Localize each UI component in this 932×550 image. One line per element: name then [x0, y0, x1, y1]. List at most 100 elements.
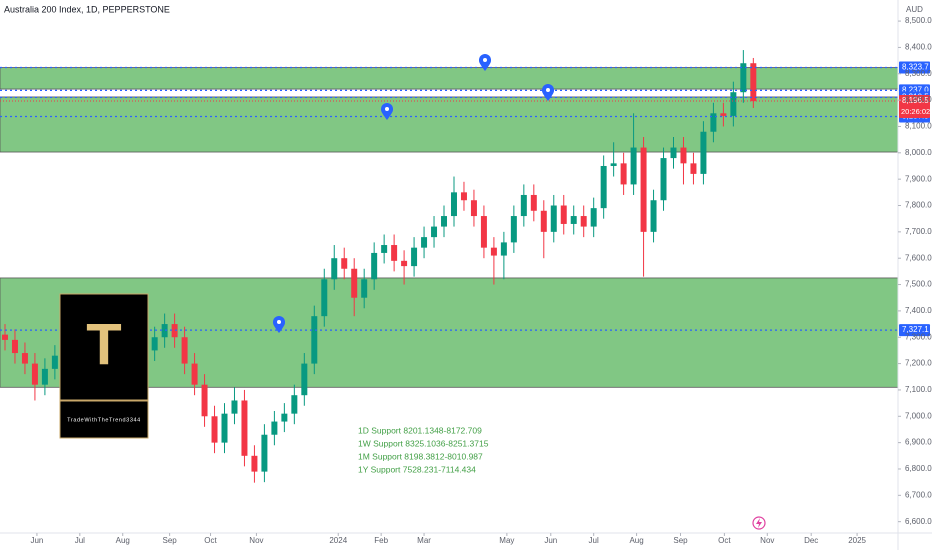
y-tick-label: 7,100.0 — [905, 385, 932, 394]
axes: 8,500.0 8,400.0 8,300.0 8,200.0 8,100.0 8,000… — [30, 16, 932, 545]
annotation: 1Y Support 7528.231-7114.434 — [358, 464, 476, 474]
support-zone — [0, 67, 899, 90]
x-tick-label: 2025 — [848, 536, 866, 545]
candle-body — [560, 205, 567, 224]
candle-body — [11, 339, 18, 354]
candle-body — [670, 147, 677, 159]
candle-body — [600, 165, 607, 209]
event-bolt — [756, 518, 762, 528]
candle-body — [221, 413, 228, 443]
candle-body — [640, 147, 647, 232]
level-label: 8,237.0 — [902, 85, 929, 94]
pin-dot — [483, 58, 487, 62]
y-tick-label: 7,200.0 — [905, 359, 932, 368]
x-tick-label: Feb — [374, 536, 388, 545]
level-label-bg — [899, 61, 930, 74]
candle-body — [510, 216, 517, 243]
x-tick-label: Sep — [163, 536, 178, 545]
x-tick-label: Sep — [673, 536, 688, 545]
logo-handle: TradeWithTheTrend3344 — [67, 417, 141, 423]
candle-body — [341, 258, 348, 269]
candle-body — [241, 400, 248, 456]
event-icon[interactable] — [752, 516, 766, 530]
x-tick-label: Oct — [718, 536, 731, 545]
chart-title: Australia 200 Index, 1D, PEPPERSTONE — [4, 4, 170, 14]
candle-body — [251, 455, 258, 472]
candle-body — [490, 247, 497, 256]
candle-body — [421, 237, 428, 248]
candle-body — [431, 226, 438, 238]
candle-body — [740, 63, 747, 93]
candle-body — [411, 247, 418, 267]
level-label-bg — [899, 324, 930, 337]
current-price-label: 8,196.5 — [902, 96, 929, 105]
annotation: 1D Support 8201.1348-8172.709 — [358, 425, 482, 435]
pin-dot — [546, 88, 550, 92]
pin[interactable] — [273, 316, 285, 333]
y-tick-label: 7,700.0 — [905, 227, 932, 236]
candle-body — [580, 216, 587, 227]
candle-body — [201, 384, 208, 417]
logo-strip — [59, 400, 149, 439]
x-tick-label: Jul — [75, 536, 85, 545]
x-tick-label: Jun — [544, 536, 557, 545]
candle-body — [311, 316, 318, 364]
candle-body — [450, 192, 457, 217]
candle-body — [351, 268, 358, 298]
y-tick-label: 6,900.0 — [905, 438, 932, 447]
pin[interactable] — [381, 103, 393, 120]
candle-body — [470, 200, 477, 217]
y-tick-label: 8,100.0 — [905, 122, 932, 131]
support-zone — [0, 277, 899, 388]
x-tick-label: Nov — [760, 536, 774, 545]
pin-dot — [277, 320, 281, 324]
x-tick-label: Jun — [30, 536, 43, 545]
candle-body — [530, 194, 537, 211]
levels: 8,323.78,237.08,210.58,137.97,327.18,196… — [0, 61, 930, 337]
y-tick-label: 8,400.0 — [905, 43, 932, 52]
y-tick-label: 8,000.0 — [905, 148, 932, 157]
pin-dots — [277, 58, 550, 324]
candle-body — [720, 113, 727, 116]
candle-body — [650, 200, 657, 232]
candle-body — [401, 260, 408, 267]
candle-body — [161, 324, 168, 338]
logo-letter: T — [86, 312, 121, 377]
pin-dot — [385, 107, 389, 111]
y-tick-label: 6,700.0 — [905, 490, 932, 499]
candle-body — [371, 252, 378, 280]
y-tick-label: 6,800.0 — [905, 464, 932, 473]
y-tick-label: 7,900.0 — [905, 174, 932, 183]
y-tick-label: 6,600.0 — [905, 517, 932, 526]
y-tick-label: 8,500.0 — [905, 16, 932, 25]
x-tick-label: Mar — [417, 536, 431, 545]
candle-body — [660, 158, 667, 201]
annotation: 1M Support 8198.3812-8010.987 — [358, 451, 483, 461]
annotations: 1D Support 8201.1348-8172.709 1W Support … — [358, 425, 489, 474]
candle-body — [680, 147, 687, 164]
y-tick-label: 8,300.0 — [905, 69, 932, 78]
pin[interactable] — [542, 84, 554, 101]
candle-body — [480, 216, 487, 248]
candle-body — [291, 395, 298, 414]
x-tick-label: Aug — [116, 536, 130, 545]
x-tick-label: Oct — [204, 536, 217, 545]
annotation: 1W Support 8325.1036-8251.3715 — [358, 438, 489, 448]
candle-body — [730, 92, 737, 116]
y-tick-label: 7,400.0 — [905, 306, 932, 315]
candle-body — [540, 210, 547, 232]
candle-body — [231, 400, 238, 414]
candle-body — [610, 163, 617, 166]
candle-body — [281, 413, 288, 422]
x-tick-label: May — [499, 536, 514, 545]
candle-body — [361, 279, 368, 298]
candle-body — [1, 334, 8, 340]
x-tick-label: 2024 — [329, 536, 347, 545]
y-tick-label: 7,300.0 — [905, 332, 932, 341]
candle-body — [710, 113, 717, 132]
pin[interactable] — [479, 54, 491, 71]
candle-body — [51, 355, 58, 369]
candle-body — [550, 205, 557, 232]
support-zone — [0, 96, 899, 153]
